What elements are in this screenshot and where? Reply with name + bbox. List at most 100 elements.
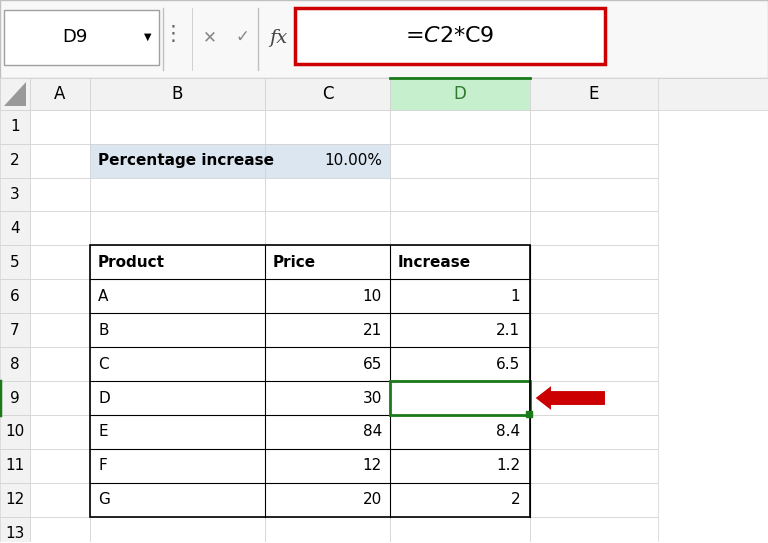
Bar [90,483,265,517]
Bar [530,178,658,211]
Text: 3: 3 [510,390,520,406]
Bar [390,381,530,415]
Bar [0,178,30,211]
Text: 7: 7 [10,323,20,338]
Bar [0,517,30,543]
Bar [30,449,90,483]
Text: fx: fx [269,29,287,47]
Polygon shape [4,82,26,106]
Bar [30,178,90,211]
Text: G: G [98,493,110,507]
Bar [265,381,390,415]
Bar [530,517,658,543]
Bar [530,245,658,279]
Bar [390,245,530,279]
Bar [390,279,530,313]
Text: 6.5: 6.5 [496,357,520,371]
Bar [295,8,605,64]
Bar [30,144,90,178]
Text: 8: 8 [10,357,20,371]
Bar [530,313,658,347]
Bar [530,279,658,313]
Text: E: E [589,85,599,103]
Bar [265,313,390,347]
Text: Price: Price [273,255,316,270]
Bar [530,381,658,415]
Text: 5: 5 [10,255,20,270]
Bar [0,449,30,483]
Text: B: B [172,85,184,103]
Bar [90,449,265,483]
Bar [90,279,265,313]
Bar [0,279,30,313]
Bar [30,313,90,347]
Text: 2.1: 2.1 [496,323,520,338]
Text: Increase: Increase [398,255,471,270]
Bar [0,211,30,245]
Text: F: F [98,458,107,473]
Bar [530,211,658,245]
Text: A: A [55,85,66,103]
Bar [390,347,530,381]
Text: 9: 9 [10,390,20,406]
Bar [90,245,530,517]
Text: B: B [98,323,108,338]
Bar [0,0,768,78]
Bar [0,78,768,110]
Bar [390,517,530,543]
Bar [530,347,658,381]
Bar [530,78,658,110]
Bar [90,517,265,543]
Bar [30,78,90,110]
Bar [390,78,530,110]
Text: 1: 1 [511,289,520,304]
Bar [30,483,90,517]
Bar [265,483,390,517]
Bar [265,517,390,543]
Bar [90,313,265,347]
Bar [0,78,30,110]
Bar [90,347,265,381]
Text: ✓: ✓ [235,28,249,46]
Text: 10: 10 [5,425,25,439]
Bar [530,110,658,144]
Bar [265,78,390,110]
Text: 12: 12 [362,458,382,473]
Bar [265,178,390,211]
Bar [390,415,530,449]
Bar [90,78,265,110]
Bar [0,347,30,381]
Bar [30,245,90,279]
Bar [265,110,390,144]
Bar [265,449,390,483]
Bar [30,347,90,381]
Bar [390,381,530,415]
Text: D: D [454,85,466,103]
Bar [530,483,658,517]
Text: D9: D9 [62,28,88,46]
Bar [30,110,90,144]
Text: ⋮: ⋮ [163,24,184,44]
Bar [0,144,30,178]
Bar [265,144,390,178]
Bar [0,110,30,144]
Text: 1: 1 [10,119,20,134]
Bar [90,178,265,211]
Bar [265,211,390,245]
Bar [30,415,90,449]
Text: 4: 4 [10,221,20,236]
Bar [0,483,30,517]
Text: A: A [98,289,108,304]
Bar [0,381,30,415]
Bar [390,178,530,211]
Bar [0,245,30,279]
Text: 2: 2 [511,493,520,507]
Text: 13: 13 [5,526,25,541]
Text: 10.00%: 10.00% [324,153,382,168]
Bar [530,415,658,449]
Bar [30,381,90,415]
Bar [90,415,265,449]
Text: 3: 3 [10,187,20,202]
Bar [390,483,530,517]
Text: 20: 20 [362,493,382,507]
